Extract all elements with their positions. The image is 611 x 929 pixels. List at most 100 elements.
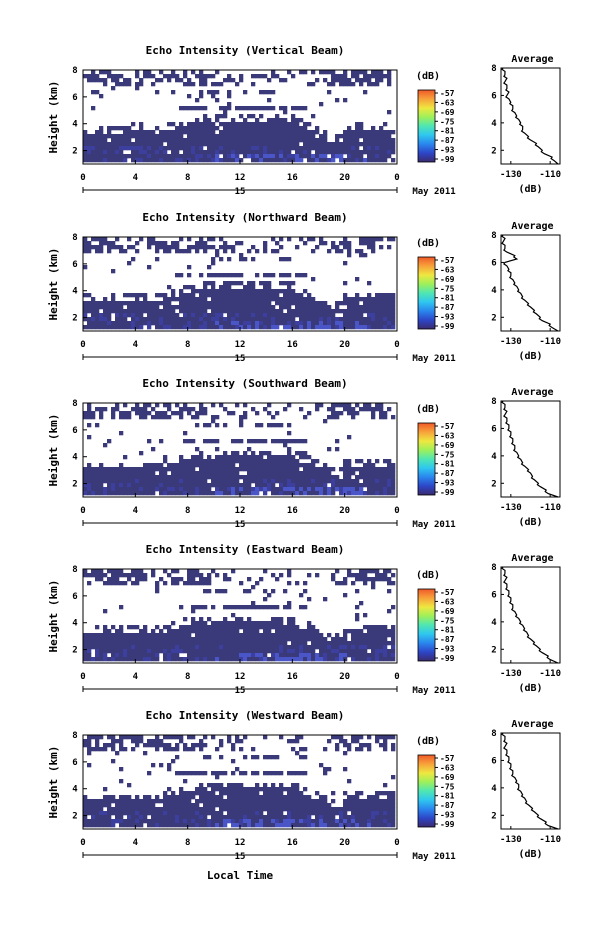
heatmap-cell [383, 122, 388, 127]
heatmap-cell [383, 569, 388, 574]
heatmap-cell [267, 645, 272, 650]
x-tick-label: 0 [394, 506, 399, 516]
heatmap-cell [151, 649, 156, 654]
heatmap-cell [251, 142, 256, 147]
heatmap-cell [351, 645, 356, 650]
heatmap-cell [103, 321, 108, 326]
heatmap-cell [187, 309, 192, 314]
heatmap-cell [371, 463, 376, 468]
heatmap-cell [255, 815, 260, 820]
heatmap-cell [279, 823, 284, 828]
heatmap-cell [115, 403, 120, 408]
heatmap-cell [327, 407, 332, 412]
heatmap-cell [311, 138, 316, 143]
heatmap-cell [111, 807, 116, 812]
heatmap-cell [247, 309, 252, 314]
heatmap-cell [135, 249, 140, 254]
heatmap-cell [175, 150, 180, 155]
profile-x-tick-label: -110 [539, 669, 561, 679]
heatmap-cell [163, 803, 168, 808]
heatmap-cell [231, 645, 236, 650]
heatmap-cell [259, 577, 264, 582]
heatmap-cell [127, 475, 132, 480]
heatmap-cell [99, 78, 104, 83]
colorbar-tick-label: -93 [440, 313, 455, 322]
heatmap-cell [279, 491, 284, 496]
heatmap-cell [199, 325, 204, 330]
heatmap-cell [311, 799, 316, 804]
heatmap-cell [351, 317, 356, 322]
heatmap-cell [275, 819, 280, 824]
heatmap-cell [103, 142, 108, 147]
heatmap-cell [359, 799, 364, 804]
heatmap-cell [231, 771, 236, 776]
heatmap-cell [195, 138, 200, 143]
heatmap-cell [387, 245, 392, 250]
heatmap-cell [167, 573, 172, 578]
heatmap-cell [319, 803, 324, 808]
heatmap-cell [367, 657, 372, 662]
heatmap-cell [203, 577, 208, 582]
heatmap-cell [215, 645, 220, 650]
heatmap-cell [143, 807, 148, 812]
heatmap-cell [175, 823, 180, 828]
heatmap-cell [95, 146, 100, 151]
heatmap-cell [387, 317, 392, 322]
heatmap-cell [267, 130, 272, 135]
heatmap-cell [299, 126, 304, 131]
heatmap-cell [147, 70, 152, 75]
heatmap-cell [243, 297, 248, 302]
heatmap-cell [167, 633, 172, 638]
heatmap-cell [95, 657, 100, 662]
heatmap-cell [343, 78, 348, 83]
heatmap-cell [263, 625, 268, 630]
heatmap-cell [131, 799, 136, 804]
heatmap-cell [327, 142, 332, 147]
heatmap-cell [259, 787, 264, 792]
heatmap-cell [167, 629, 172, 634]
heatmap-cell [119, 74, 124, 79]
heatmap-cell [375, 645, 380, 650]
heatmap-cell [211, 645, 216, 650]
heatmap-cell [211, 415, 216, 420]
heatmap-cell [335, 142, 340, 147]
heatmap-cell [231, 621, 236, 626]
heatmap-cell [191, 629, 196, 634]
heatmap-cell [171, 653, 176, 658]
heatmap-cell [103, 637, 108, 642]
heatmap-cell [391, 491, 396, 496]
heatmap-cell [307, 573, 312, 578]
heatmap-cell [351, 823, 356, 828]
heatmap-cell [151, 138, 156, 143]
heatmap-cell [135, 569, 140, 574]
heatmap-cell [87, 573, 92, 578]
heatmap-cell [379, 150, 384, 155]
heatmap-cell [283, 138, 288, 143]
heatmap-cell [323, 241, 328, 246]
heatmap-cell [179, 629, 184, 634]
heatmap-cell [227, 811, 232, 816]
heatmap-cell [211, 795, 216, 800]
heatmap-cell [331, 150, 336, 155]
heatmap-cell [191, 569, 196, 574]
heatmap-cell [195, 118, 200, 123]
heatmap-cell [271, 475, 276, 480]
heatmap-cell [315, 154, 320, 159]
heatmap-cell [275, 787, 280, 792]
heatmap-cell [187, 803, 192, 808]
colorbar [417, 588, 436, 662]
heatmap-cell [295, 629, 300, 634]
heatmap-cell [143, 811, 148, 816]
heatmap-cell [175, 471, 180, 476]
heatmap-cell [247, 475, 252, 480]
heatmap-cell [163, 146, 168, 151]
heatmap-cell [343, 803, 348, 808]
heatmap-cell [215, 459, 220, 464]
heatmap-cell [263, 771, 268, 776]
heatmap-cell [199, 74, 204, 79]
heatmap-cell [359, 241, 364, 246]
heatmap-cell [355, 803, 360, 808]
heatmap-cell [139, 577, 144, 582]
heatmap-cell [155, 479, 160, 484]
heatmap-cell [247, 479, 252, 484]
